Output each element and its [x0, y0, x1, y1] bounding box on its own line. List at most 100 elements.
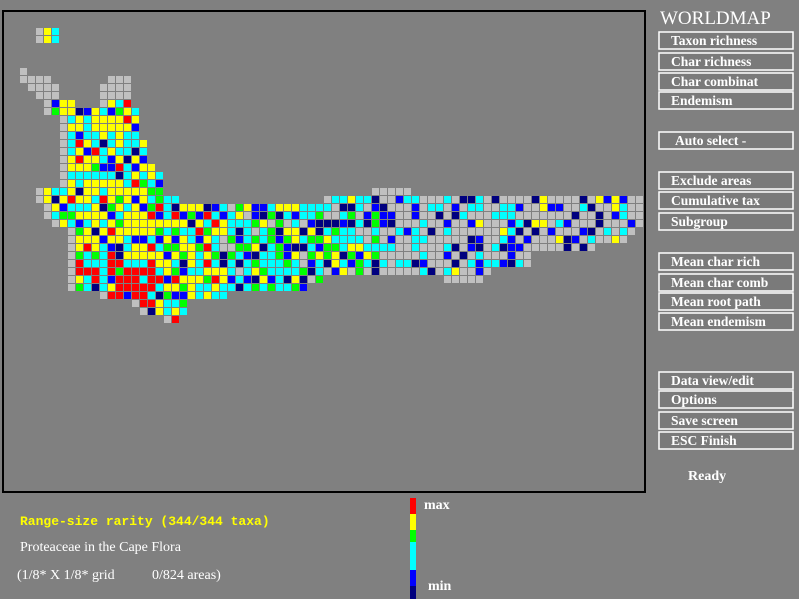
- button[interactable]: Data view/edit: [658, 371, 794, 390]
- map-cell: [412, 196, 419, 203]
- map-cell: [332, 252, 339, 259]
- map-cell: [316, 268, 323, 275]
- button[interactable]: Char combinat: [658, 72, 794, 91]
- map-cell: [84, 116, 91, 123]
- map-cell: [124, 268, 131, 275]
- button[interactable]: Cumulative tax: [658, 191, 794, 210]
- map-cell: [228, 276, 235, 283]
- map-cell: [116, 228, 123, 235]
- button[interactable]: Subgroup: [658, 212, 794, 231]
- map-cell: [404, 212, 411, 219]
- map-cell: [516, 220, 523, 227]
- button[interactable]: Taxon richness: [658, 31, 794, 50]
- button-face: [658, 252, 794, 271]
- map-cell: [316, 276, 323, 283]
- map-cell: [212, 244, 219, 251]
- map-cell: [148, 244, 155, 251]
- button[interactable]: Options: [658, 390, 794, 409]
- map-cell: [468, 204, 475, 211]
- map-cell: [132, 260, 139, 267]
- button[interactable]: Save screen: [658, 411, 794, 430]
- button[interactable]: Exclude areas: [658, 171, 794, 190]
- map-cell: [44, 188, 51, 195]
- map-cell: [60, 140, 67, 147]
- map-cell: [156, 292, 163, 299]
- map-cell: [436, 228, 443, 235]
- map-cell: [124, 140, 131, 147]
- map-cell: [372, 228, 379, 235]
- map-cell: [284, 284, 291, 291]
- button[interactable]: Mean endemism: [658, 312, 794, 331]
- map-cell: [364, 196, 371, 203]
- map-cell: [340, 196, 347, 203]
- button[interactable]: Endemism: [658, 91, 794, 110]
- button[interactable]: Auto select -: [658, 131, 794, 150]
- map-cell: [636, 212, 643, 219]
- map-cell: [60, 148, 67, 155]
- map-cell: [340, 204, 347, 211]
- map-cell: [124, 204, 131, 211]
- map-cell: [372, 268, 379, 275]
- map-cell: [412, 228, 419, 235]
- map-cell: [108, 292, 115, 299]
- map-cell: [92, 268, 99, 275]
- map-cell: [620, 212, 627, 219]
- map-cell: [116, 180, 123, 187]
- map-cell: [516, 228, 523, 235]
- map-cell: [84, 156, 91, 163]
- button[interactable]: ESC Finish: [658, 431, 794, 450]
- button[interactable]: Mean char rich: [658, 252, 794, 271]
- map-cell: [348, 220, 355, 227]
- map-cell: [420, 220, 427, 227]
- map-cell: [36, 196, 43, 203]
- map-cell: [372, 252, 379, 259]
- map-cell: [604, 220, 611, 227]
- map-cell: [436, 252, 443, 259]
- map-cell: [108, 92, 115, 99]
- map-cell: [452, 204, 459, 211]
- map-cell: [588, 228, 595, 235]
- map-cell: [300, 236, 307, 243]
- map-cell: [612, 196, 619, 203]
- map-cell: [140, 196, 147, 203]
- button[interactable]: Mean char comb: [658, 273, 794, 292]
- map-cell: [388, 196, 395, 203]
- button[interactable]: Mean root path: [658, 292, 794, 311]
- button-face: [658, 212, 794, 231]
- map-cell: [412, 236, 419, 243]
- map-cell: [212, 212, 219, 219]
- map-cell: [292, 276, 299, 283]
- map-cell: [508, 260, 515, 267]
- map-cell: [84, 212, 91, 219]
- button-label: Mean char rich: [671, 254, 760, 269]
- map-cell: [76, 260, 83, 267]
- map-cell: [108, 180, 115, 187]
- map-cell: [236, 204, 243, 211]
- map-cell: [268, 260, 275, 267]
- map-cell: [60, 108, 67, 115]
- map-cell: [68, 268, 75, 275]
- legend-swatch: [410, 570, 416, 586]
- map-cell: [468, 276, 475, 283]
- map-cell: [340, 212, 347, 219]
- map-cell: [428, 196, 435, 203]
- map-cell: [180, 308, 187, 315]
- map-cell: [628, 196, 635, 203]
- map-cell: [76, 212, 83, 219]
- legend-swatch: [410, 514, 416, 530]
- map-cell: [340, 236, 347, 243]
- map-cell: [524, 252, 531, 259]
- map-cell: [108, 84, 115, 91]
- button-label: Data view/edit: [671, 373, 754, 388]
- button[interactable]: Char richness: [658, 52, 794, 71]
- map-cell: [132, 156, 139, 163]
- map-cell: [92, 164, 99, 171]
- map-cell: [476, 260, 483, 267]
- map-cell: [436, 212, 443, 219]
- map-cell: [100, 268, 107, 275]
- map-cell: [196, 260, 203, 267]
- map-cell: [244, 236, 251, 243]
- map-cell: [348, 212, 355, 219]
- map-cell: [100, 108, 107, 115]
- map-cell: [92, 196, 99, 203]
